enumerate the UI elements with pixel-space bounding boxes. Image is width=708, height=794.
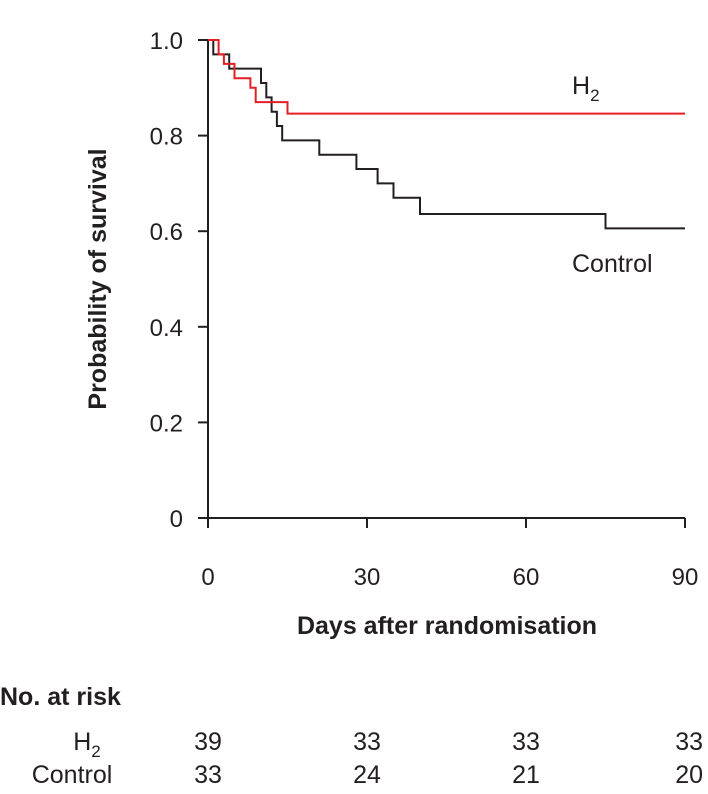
y-tick-label: 0.6	[150, 219, 183, 246]
at-risk-row-label-h2-main: H	[73, 728, 91, 756]
x-tick-label: 60	[513, 564, 540, 591]
y-axis-title: Probability of survival	[84, 148, 112, 409]
at-risk-value: 33	[353, 728, 381, 756]
at-risk-row-label-h2-sub: 2	[91, 742, 100, 761]
at-risk-value: 33	[512, 728, 540, 756]
at-risk-value: 33	[675, 728, 703, 756]
at-risk-row-label-control: Control	[32, 761, 113, 789]
x-tick-label: 30	[354, 564, 381, 591]
at-risk-value: 33	[194, 761, 222, 789]
y-tick-label: 0.4	[150, 315, 183, 342]
series-line-control	[208, 39, 685, 230]
series-layer	[208, 39, 685, 230]
series-label-h2-main: H	[572, 72, 590, 100]
at-risk-value: 20	[675, 761, 703, 789]
x-axis-title: Days after randomisation	[297, 612, 597, 640]
at-risk-title: No. at risk	[0, 683, 121, 711]
at-risk-value: 24	[353, 761, 381, 789]
at-risk-value: 39	[194, 728, 222, 756]
y-tick-label: 0	[170, 506, 183, 533]
series-label-control: Control	[572, 250, 653, 278]
x-tick-label: 0	[201, 564, 214, 591]
y-tick-label: 1.0	[150, 28, 183, 55]
x-tick-label: 90	[672, 564, 699, 591]
at-risk-row-label-h2: H2	[73, 728, 101, 761]
at-risk-table: No. at risk H2 Control 39 33 33 33 33 24 21 20	[0, 683, 703, 789]
axes: 0 0.2 0.4 0.6 0.8 1.0 0 30 60 90	[150, 28, 699, 591]
series-line-h2	[208, 39, 685, 115]
y-tick-label: 0.2	[150, 410, 183, 437]
at-risk-value: 21	[512, 761, 540, 789]
series-label-h2-sub: 2	[590, 86, 599, 105]
series-label-h2: H2	[572, 72, 600, 105]
y-tick-label: 0.8	[150, 124, 183, 151]
